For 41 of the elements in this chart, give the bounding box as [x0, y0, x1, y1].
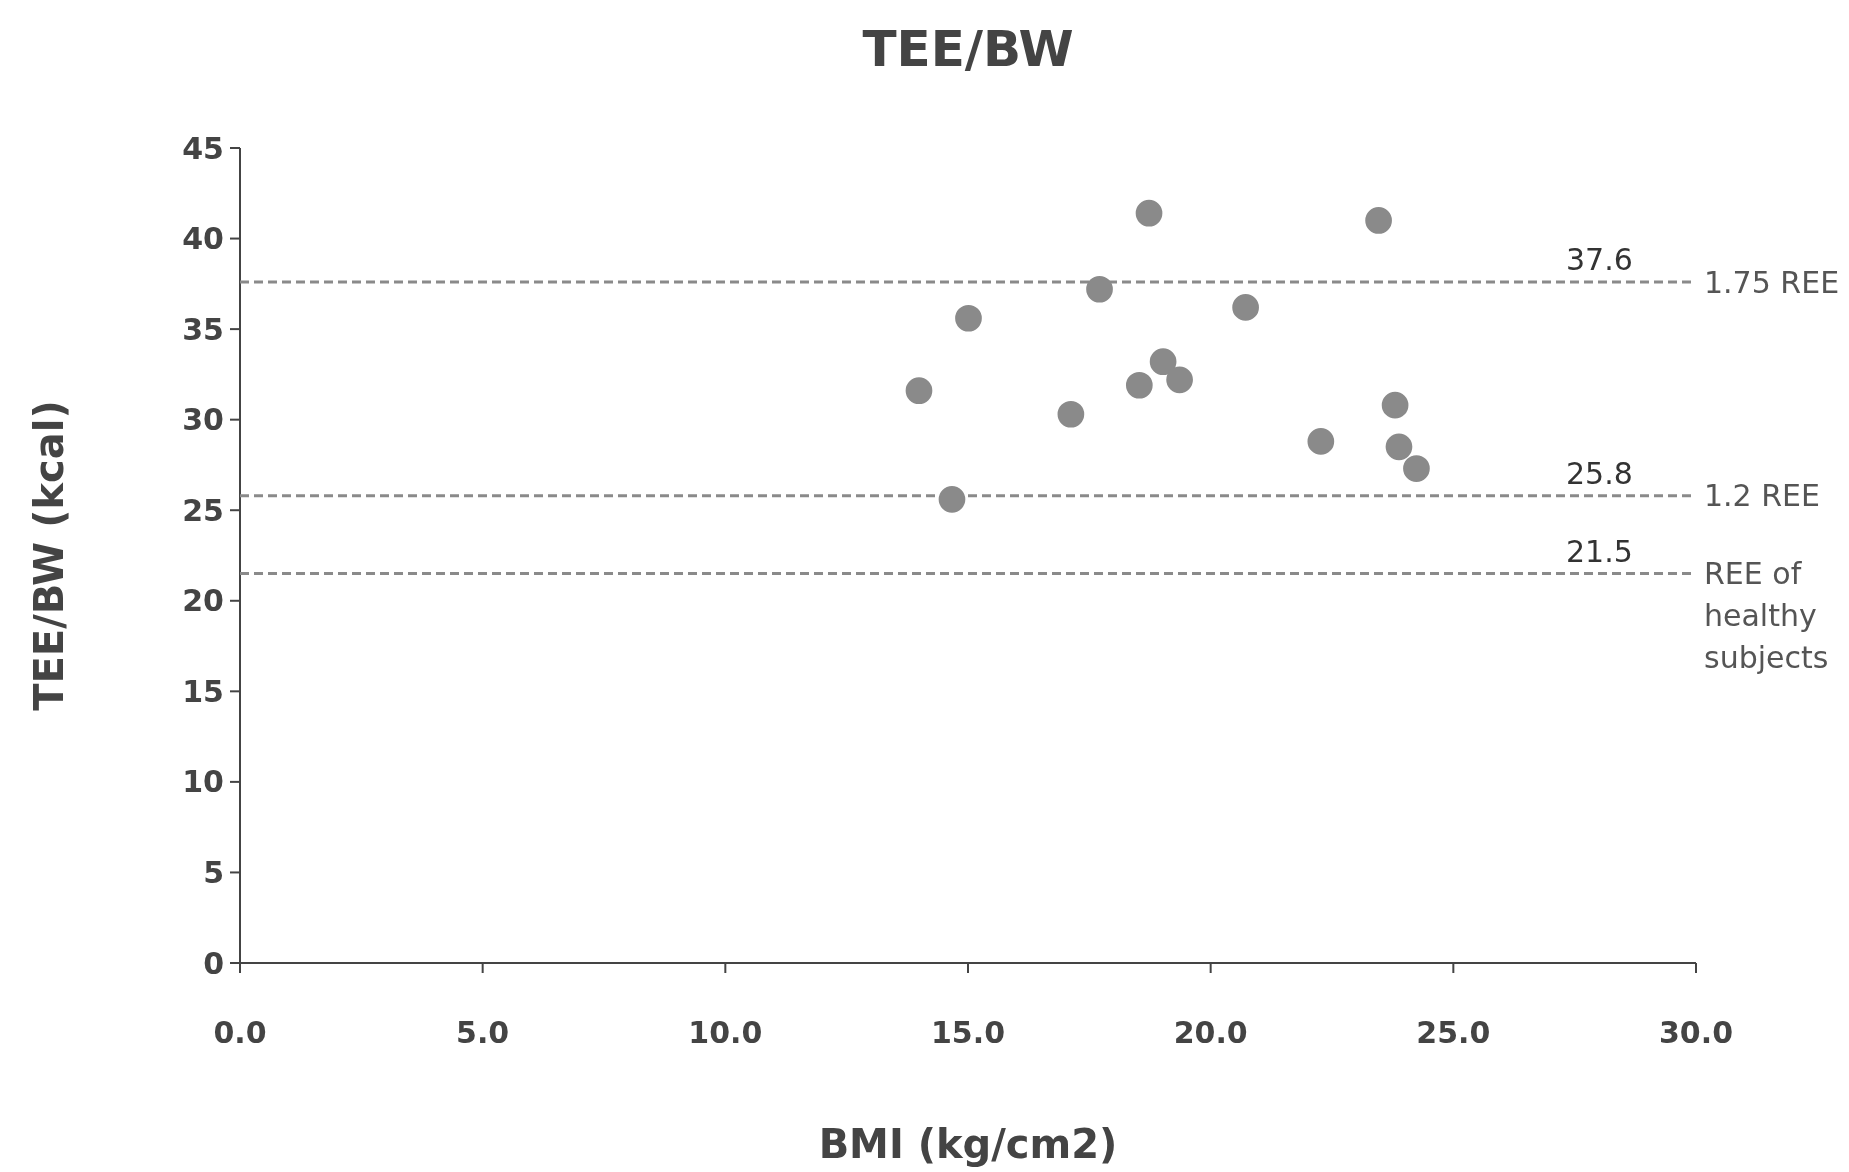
point	[1307, 428, 1335, 455]
point	[938, 486, 966, 513]
y-tick-label: 0	[203, 945, 224, 981]
point	[1135, 199, 1163, 227]
x-tick-label: 25.0	[1416, 1015, 1491, 1050]
point	[1385, 433, 1413, 461]
x-tick-label: 30.0	[1658, 1015, 1734, 1050]
x-tick-label: 20.0	[1173, 1015, 1248, 1050]
y-tick-label: 45	[182, 130, 224, 166]
point	[1365, 207, 1392, 234]
point	[1166, 366, 1193, 394]
ref-line-label: REE of healthy subjects	[1704, 556, 1829, 676]
y-tick-label: 5	[203, 854, 224, 890]
y-tick-label: 30	[182, 402, 224, 438]
ref-line-label: 1.2 REE	[1704, 478, 1821, 514]
point	[1125, 371, 1153, 399]
point	[1232, 294, 1259, 321]
annotation: 37.6	[1566, 242, 1633, 278]
point	[1381, 391, 1409, 419]
y-tick-label: 35	[182, 311, 224, 347]
x-tick-label: 15.0	[930, 1015, 1006, 1050]
point	[1403, 455, 1430, 482]
point	[1057, 400, 1085, 428]
annotation: 21.5	[1566, 533, 1633, 569]
point	[905, 377, 933, 405]
point	[1086, 275, 1113, 303]
annotation: 25.8	[1566, 455, 1633, 491]
y-tick-label: 25	[182, 492, 224, 528]
x-tick-label: 0.0	[213, 1015, 267, 1050]
chart-title: TEE/BW	[862, 20, 1074, 78]
x-tick-label: 5.0	[456, 1015, 510, 1050]
y-tick-label: 40	[182, 221, 224, 257]
point	[1149, 348, 1177, 376]
point	[955, 304, 982, 332]
y-axis-title: TEE/BW (kcal)	[26, 400, 72, 711]
y-tick-label: 20	[182, 583, 224, 619]
ref-line-label: 1.75 REE	[1704, 264, 1840, 300]
y-tick-label: 10	[182, 764, 224, 800]
x-tick-label: 10.0	[688, 1015, 763, 1050]
y-tick-label: 15	[182, 673, 224, 709]
x-axis-title: BMI (kg/cm2)	[818, 1121, 1118, 1167]
